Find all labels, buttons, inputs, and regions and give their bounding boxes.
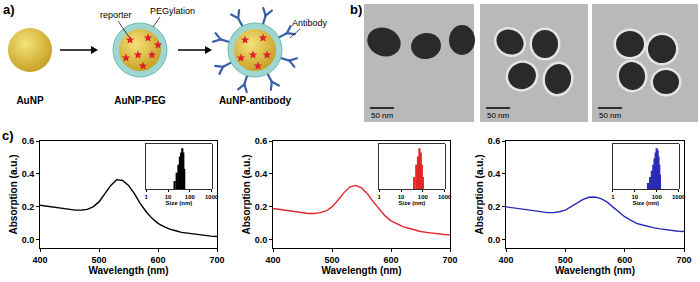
svg-text:50 nm: 50 nm: [371, 111, 394, 120]
svg-text:0.4: 0.4: [488, 169, 501, 179]
svg-text:1000: 1000: [438, 194, 452, 200]
svg-text:b): b): [350, 2, 362, 17]
svg-text:500: 500: [558, 255, 573, 265]
svg-text:0.6: 0.6: [488, 136, 501, 146]
svg-text:1: 1: [145, 194, 149, 200]
svg-text:Antibody: Antibody: [292, 18, 328, 28]
svg-text:100: 100: [418, 194, 429, 200]
svg-text:0.6: 0.6: [255, 136, 268, 146]
svg-text:Wavelength (nm): Wavelength (nm): [88, 265, 168, 276]
svg-text:Size (nm): Size (nm): [632, 200, 659, 206]
svg-text:700: 700: [209, 255, 224, 265]
svg-text:AuNP: AuNP: [16, 95, 44, 106]
svg-text:10: 10: [398, 194, 405, 200]
svg-text:PEGylation: PEGylation: [150, 6, 195, 16]
svg-text:0.6: 0.6: [22, 136, 35, 146]
svg-text:reporter: reporter: [100, 10, 132, 20]
svg-text:500: 500: [91, 255, 106, 265]
svg-text:0.2: 0.2: [22, 202, 35, 212]
svg-text:600: 600: [383, 255, 398, 265]
svg-text:50 nm: 50 nm: [487, 111, 510, 120]
svg-text:0.4: 0.4: [22, 169, 35, 179]
svg-text:1000: 1000: [205, 194, 219, 200]
svg-text:400: 400: [32, 255, 47, 265]
svg-text:500: 500: [324, 255, 339, 265]
svg-text:1: 1: [611, 194, 615, 200]
svg-text:0.2: 0.2: [255, 202, 268, 212]
svg-text:100: 100: [652, 194, 663, 200]
svg-text:0.0: 0.0: [255, 235, 268, 245]
svg-text:Absorption (a.u.): Absorption (a.u.): [8, 155, 19, 235]
svg-text:10: 10: [165, 194, 172, 200]
svg-text:0.0: 0.0: [22, 235, 35, 245]
svg-text:0.0: 0.0: [488, 235, 501, 245]
svg-text:1000: 1000: [672, 194, 686, 200]
svg-text:AuNP-PEG: AuNP-PEG: [114, 95, 166, 106]
svg-text:Size (nm): Size (nm): [166, 200, 193, 206]
svg-text:10: 10: [631, 194, 638, 200]
svg-text:a): a): [3, 2, 15, 17]
html-text:c): c): [2, 128, 14, 143]
svg-text:Wavelength (nm): Wavelength (nm): [555, 265, 635, 276]
svg-text:0.2: 0.2: [488, 202, 501, 212]
svg-text:400: 400: [265, 255, 280, 265]
svg-text:100: 100: [185, 194, 196, 200]
svg-text:700: 700: [676, 255, 691, 265]
svg-text:600: 600: [150, 255, 165, 265]
svg-text:1: 1: [378, 194, 382, 200]
svg-text:400: 400: [498, 255, 513, 265]
svg-text:Size (nm): Size (nm): [399, 200, 426, 206]
svg-text:600: 600: [617, 255, 632, 265]
svg-text:50 nm: 50 nm: [599, 111, 622, 120]
svg-text:Absorption (a.u.): Absorption (a.u.): [474, 155, 485, 235]
svg-text:AuNP-antibody: AuNP-antibody: [219, 95, 292, 106]
svg-text:700: 700: [442, 255, 457, 265]
svg-text:0.4: 0.4: [255, 169, 268, 179]
svg-text:Wavelength (nm): Wavelength (nm): [321, 265, 401, 276]
svg-text:Absorption (a.u.): Absorption (a.u.): [241, 155, 252, 235]
